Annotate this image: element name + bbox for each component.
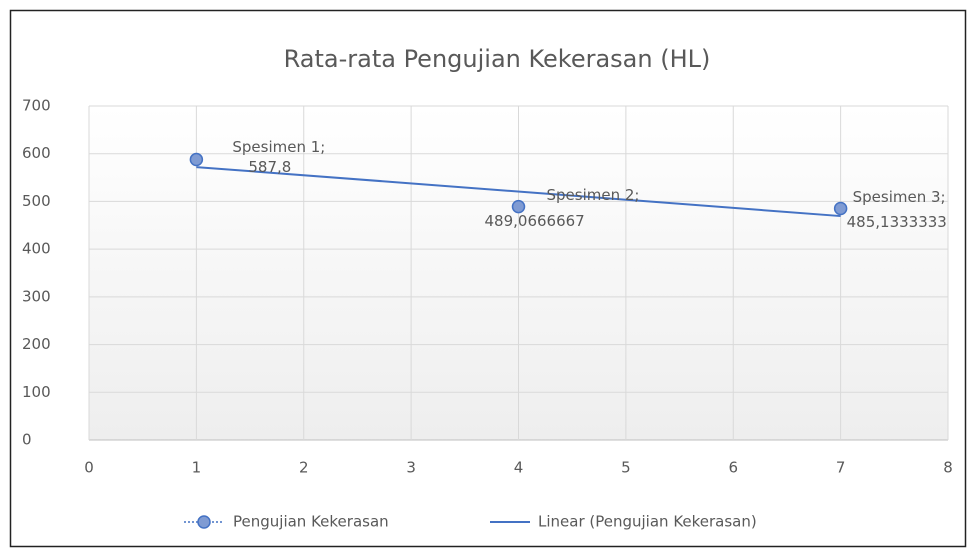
grid: 0 100 200 300 400 500 600 700 0 1 2 3 4 5 6 7 8 — [22, 97, 953, 477]
legend-marker — [197, 515, 211, 529]
data-label: 485,1333333 — [847, 213, 947, 231]
legend-label: Pengujian Kekerasan — [233, 513, 389, 531]
y-tick-label: 400 — [22, 240, 51, 258]
y-tick-label: 600 — [22, 144, 51, 162]
data-label: 587,8 — [248, 158, 291, 176]
x-tick-label: 8 — [943, 459, 953, 477]
marks: Spesimen 1; 587,8 Spesimen 2; 489,0666667 Sp… — [189, 138, 947, 231]
x-tick-label: 0 — [84, 459, 94, 477]
legend: Pengujian Kekerasan Linear (Pengujian Ke… — [184, 513, 757, 531]
data-point — [833, 201, 848, 216]
chart-title: Rata-rata Pengujian Kekerasan (HL) — [284, 45, 711, 73]
x-tick-label: 5 — [621, 459, 631, 477]
x-tick-label: 3 — [406, 459, 416, 477]
x-tick-label: 7 — [836, 459, 846, 477]
x-tick-label: 1 — [192, 459, 202, 477]
y-tick-label: 500 — [22, 192, 51, 210]
y-tick-label: 0 — [22, 431, 32, 449]
trendline — [196, 166, 841, 218]
y-tick-label: 200 — [22, 335, 51, 353]
legend-label: Linear (Pengujian Kekerasan) — [538, 513, 757, 531]
point-name-label: Spesimen 1; — [232, 138, 325, 156]
y-tick-label: 700 — [22, 97, 51, 115]
y-tick-label: 100 — [22, 383, 51, 401]
y-tick-label: 300 — [22, 287, 51, 305]
x-tick-label: 6 — [728, 459, 738, 477]
data-label: 489,0666667 — [485, 212, 585, 230]
point-name-label: Spesimen 3; — [853, 188, 946, 206]
data-point — [511, 199, 526, 214]
data-point — [189, 152, 204, 167]
x-tick-label: 2 — [299, 459, 309, 477]
x-tick-label: 4 — [514, 459, 524, 477]
point-name-label: Spesimen 2; — [547, 186, 640, 204]
